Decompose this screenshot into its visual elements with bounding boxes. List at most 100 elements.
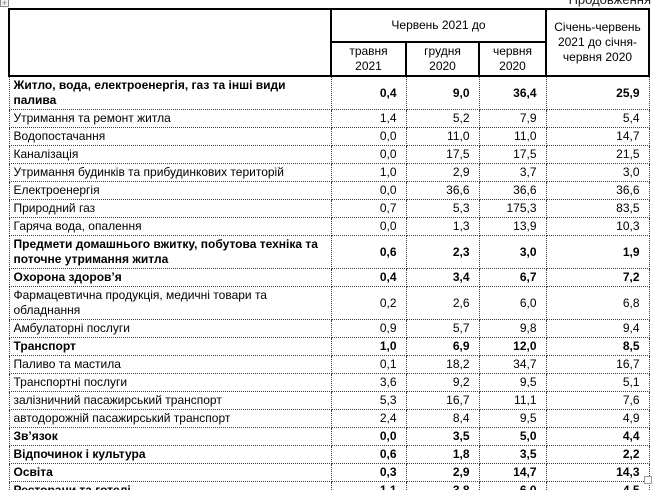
row-value: 3,5 xyxy=(405,427,480,446)
row-label: Освіта xyxy=(8,463,332,482)
row-value: 6,8 xyxy=(545,286,650,320)
row-value: 7,2 xyxy=(545,268,650,287)
table-row: Утримання та ремонт житла 1,4 5,2 7,9 5,… xyxy=(8,109,650,128)
row-value: 0,6 xyxy=(330,445,407,464)
row-value: 0,0 xyxy=(330,427,407,446)
row-value: 0,4 xyxy=(330,75,407,110)
row-label: Предмети домашнього вжитку, побутова тех… xyxy=(8,235,332,269)
row-value: 9,5 xyxy=(478,373,547,392)
table-resize-handle-icon[interactable] xyxy=(644,476,652,484)
row-value: 13,9 xyxy=(478,217,547,236)
row-value: 16,7 xyxy=(545,355,650,374)
row-label: Утримання будинків та прибудинкових тери… xyxy=(8,163,332,182)
table-row: Освіта 0,3 2,9 14,7 14,3 xyxy=(8,463,650,482)
row-label: Фармацевтична продукція, медичні товари … xyxy=(8,286,332,320)
row-label: Транспорт xyxy=(8,337,332,356)
row-label: Амбулаторні послуги xyxy=(8,319,332,338)
table-row: залізничний пасажирський транспорт 5,3 1… xyxy=(8,391,650,410)
row-value: 0,0 xyxy=(330,217,407,236)
row-value: 0,6 xyxy=(330,235,407,269)
row-value: 10,3 xyxy=(545,217,650,236)
price-index-table: Червень 2021 до Січень-червень 2021 до с… xyxy=(8,8,650,490)
row-value: 5,7 xyxy=(405,319,480,338)
table-row: Зв’язок 0,0 3,5 5,0 4,4 xyxy=(8,427,650,446)
row-value: 0,3 xyxy=(330,463,407,482)
row-value: 0,4 xyxy=(330,268,407,287)
table-row: Каналізація 0,0 17,5 17,5 21,5 xyxy=(8,145,650,164)
header-row-group: Червень 2021 до Січень-червень 2021 до с… xyxy=(8,8,650,77)
table-row: Природний газ 0,7 5,3 175,3 83,5 xyxy=(8,199,650,218)
row-value: 9,5 xyxy=(478,409,547,428)
row-value: 5,0 xyxy=(478,427,547,446)
row-value: 36,6 xyxy=(545,181,650,200)
row-label: автодорожній пасажирський транспорт xyxy=(8,409,332,428)
table-move-handle-icon[interactable]: + xyxy=(0,0,9,8)
cumulative-column-header: Січень-червень 2021 до січня-червня 2020 xyxy=(545,8,650,77)
sub-column-header-dec-2020: грудня 2020 xyxy=(405,41,480,77)
row-value: 4,4 xyxy=(545,427,650,446)
table-row: Транспортні послуги 3,6 9,2 9,5 5,1 xyxy=(8,373,650,392)
row-value: 17,5 xyxy=(478,145,547,164)
row-value: 3,6 xyxy=(330,373,407,392)
row-label: Електроенергія xyxy=(8,181,332,200)
table-header: Червень 2021 до Січень-червень 2021 до с… xyxy=(8,8,650,77)
row-value: 1,0 xyxy=(330,163,407,182)
row-value: 0,0 xyxy=(330,181,407,200)
row-label: Охорона здоров’я xyxy=(8,268,332,287)
table-row: Житло, вода, електроенергія, газ та інші… xyxy=(8,75,650,110)
row-value: 7,6 xyxy=(545,391,650,410)
row-value: 2,3 xyxy=(405,235,480,269)
row-label: Водопостачання xyxy=(8,127,332,146)
row-value: 2,4 xyxy=(330,409,407,428)
table-row: Амбулаторні послуги 0,9 5,7 9,8 9,4 xyxy=(8,319,650,338)
row-value: 7,9 xyxy=(478,109,547,128)
row-value: 3,0 xyxy=(545,163,650,182)
row-value: 175,3 xyxy=(478,199,547,218)
table-row: Водопостачання 0,0 11,0 11,0 14,7 xyxy=(8,127,650,146)
row-value: 16,7 xyxy=(405,391,480,410)
corner-cell xyxy=(8,8,332,77)
row-value: 6,7 xyxy=(478,268,547,287)
row-label: Ресторани та готелі xyxy=(8,481,332,490)
table-row: Електроенергія 0,0 36,6 36,6 36,6 xyxy=(8,181,650,200)
table-row: Фармацевтична продукція, медичні товари … xyxy=(8,286,650,320)
sub-column-header-jun-2020: червня 2020 xyxy=(478,41,547,77)
table-row: автодорожній пасажирський транспорт 2,4 … xyxy=(8,409,650,428)
row-value: 3,0 xyxy=(478,235,547,269)
row-label: Відпочинок і культура xyxy=(8,445,332,464)
continuation-label: Продовження xyxy=(569,0,651,7)
row-value: 34,7 xyxy=(478,355,547,374)
table-body: Житло, вода, електроенергія, газ та інші… xyxy=(8,75,650,490)
row-value: 11,1 xyxy=(478,391,547,410)
period-group-header: Червень 2021 до xyxy=(330,8,547,43)
row-value: 17,5 xyxy=(405,145,480,164)
row-value: 2,6 xyxy=(405,286,480,320)
row-value: 5,2 xyxy=(405,109,480,128)
row-value: 1,1 xyxy=(330,481,407,490)
row-value: 1,3 xyxy=(405,217,480,236)
row-label: Транспортні послуги xyxy=(8,373,332,392)
row-value: 25,9 xyxy=(545,75,650,110)
table-row: Паливо та мастила 0,1 18,2 34,7 16,7 xyxy=(8,355,650,374)
row-label: залізничний пасажирський транспорт xyxy=(8,391,332,410)
row-value: 1,4 xyxy=(330,109,407,128)
row-value: 9,0 xyxy=(405,75,480,110)
row-value: 6,9 xyxy=(405,337,480,356)
row-value: 1,0 xyxy=(330,337,407,356)
row-value: 5,4 xyxy=(545,109,650,128)
row-value: 4,5 xyxy=(545,481,650,490)
row-value: 0,9 xyxy=(330,319,407,338)
table-row: Предмети домашнього вжитку, побутова тех… xyxy=(8,235,650,269)
row-value: 6,0 xyxy=(478,481,547,490)
row-value: 14,7 xyxy=(478,463,547,482)
row-value: 0,0 xyxy=(330,127,407,146)
row-value: 36,6 xyxy=(478,181,547,200)
row-value: 0,7 xyxy=(330,199,407,218)
row-value: 4,9 xyxy=(545,409,650,428)
row-value: 0,1 xyxy=(330,355,407,374)
row-value: 9,8 xyxy=(478,319,547,338)
table-row: Відпочинок і культура 0,6 1,8 3,5 2,2 xyxy=(8,445,650,464)
row-label: Утримання та ремонт житла xyxy=(8,109,332,128)
header-row-sub: травня 2021 грудня 2020 червня 2020 xyxy=(9,41,649,77)
row-value: 6,0 xyxy=(478,286,547,320)
